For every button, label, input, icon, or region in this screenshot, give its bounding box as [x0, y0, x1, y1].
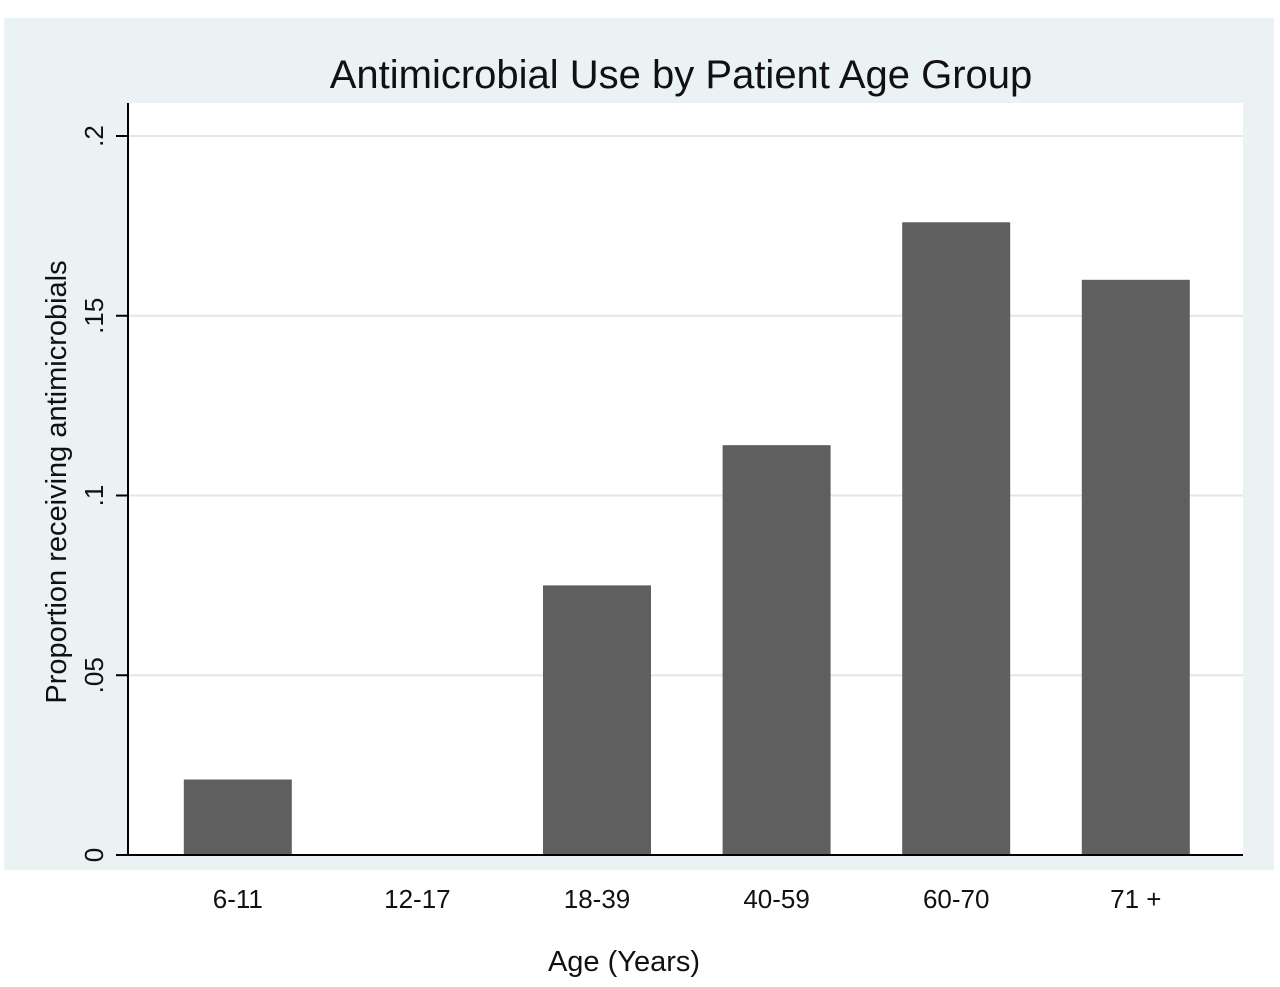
y-tick-label: .2: [79, 125, 109, 147]
bar-60-70: [902, 222, 1011, 855]
x-tick-labels: 6-11 12-17 18-39 40-59 60-70 71 +: [213, 884, 1162, 914]
y-tick-label: .15: [79, 298, 109, 334]
grid-lines: [128, 135, 1243, 677]
bar-71: [1081, 279, 1190, 855]
y-tick-label: .1: [79, 485, 109, 507]
bar-18-39: [543, 585, 651, 855]
x-tick-label: 60-70: [923, 884, 990, 914]
y-tick-label: 0: [79, 848, 109, 862]
y-axis-label: Proportion receiving antimicrobials: [41, 260, 73, 703]
y-tick-label: .05: [79, 657, 109, 693]
x-tick-label: 12-17: [384, 884, 451, 914]
x-tick-label: 18-39: [564, 884, 631, 914]
x-axis-label: Age (Years): [548, 946, 700, 978]
bar-40-59: [722, 445, 831, 855]
plot-area: [128, 103, 1243, 855]
y-ticks: 0 .05 .1 .15 .2: [79, 125, 128, 862]
bars: [183, 222, 1190, 855]
bar-6-11: [183, 779, 292, 855]
chart-title: Antimicrobial Use by Patient Age Group: [330, 53, 1033, 97]
x-tick-label: 40-59: [743, 884, 810, 914]
x-tick-label: 71 +: [1110, 884, 1161, 914]
x-tick-label: 6-11: [213, 884, 263, 914]
